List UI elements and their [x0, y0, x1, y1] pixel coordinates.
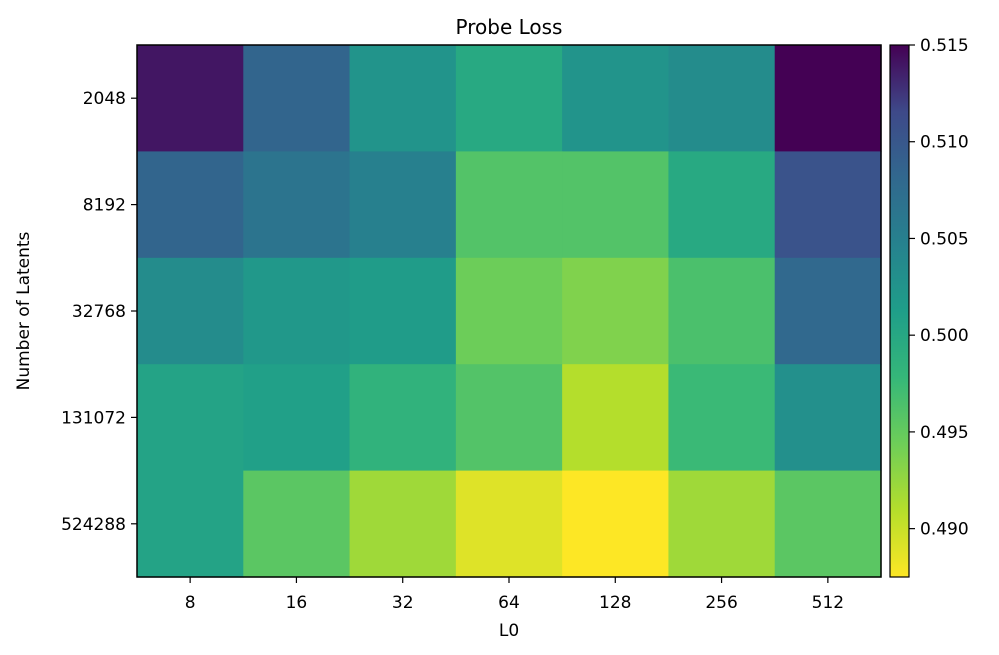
- y-tick-label: 131072: [61, 408, 126, 428]
- heatmap-cell: [349, 470, 457, 578]
- x-axis-label: L0: [499, 621, 519, 641]
- colorbar: [889, 44, 910, 578]
- heatmap-cell: [668, 257, 776, 365]
- heatmap-cell: [668, 151, 776, 259]
- heatmap-cell: [349, 151, 457, 259]
- heatmap-cell: [243, 257, 351, 365]
- heatmap-cell: [243, 364, 351, 472]
- heatmap-cell: [137, 257, 244, 365]
- heatmap-cell: [562, 45, 670, 152]
- x-axis-ticks: 8 16 32 64 128 256 512: [185, 577, 844, 613]
- heatmap-cell: [349, 257, 457, 365]
- heatmap-cell: [774, 257, 882, 365]
- y-axis-label: Number of Latents: [14, 231, 34, 390]
- heatmap-cell: [455, 470, 563, 578]
- colorbar-tick-label: 0.490: [920, 520, 969, 540]
- chart-title: Probe Loss: [456, 15, 563, 39]
- colorbar-tick-label: 0.495: [920, 423, 969, 443]
- colorbar-tick-label: 0.505: [920, 229, 969, 249]
- heatmap-cell: [137, 470, 244, 578]
- heatmap-cell: [137, 151, 244, 259]
- colorbar-tick-label: 0.510: [920, 133, 969, 153]
- colorbar-tick-label: 0.515: [920, 36, 969, 56]
- heatmap-cell: [774, 470, 882, 578]
- heatmap-cell: [774, 364, 882, 472]
- x-tick-label: 8: [185, 593, 196, 613]
- heatmap-cell: [455, 257, 563, 365]
- heatmap-cell: [455, 364, 563, 472]
- heatmap-cell: [774, 45, 882, 152]
- heatmap-cell: [349, 45, 457, 152]
- heatmap-cell: [455, 151, 563, 259]
- heatmap-cell: [137, 45, 244, 152]
- heatmap-cell: [137, 364, 244, 472]
- y-tick-label: 524288: [61, 515, 126, 535]
- heatmap-cell: [243, 151, 351, 259]
- heatmap-cell: [243, 45, 351, 152]
- heatmap-cell: [668, 364, 776, 472]
- heatmap-cell: [562, 470, 670, 578]
- x-tick-label: 128: [599, 593, 631, 613]
- heatmap-cell: [562, 257, 670, 365]
- heatmap-cell: [243, 470, 351, 578]
- colorbar-tick-label: 0.500: [920, 326, 969, 346]
- heatmap-cells: [137, 45, 882, 578]
- heatmap-cell: [349, 364, 457, 472]
- x-tick-label: 256: [705, 593, 737, 613]
- y-tick-label: 8192: [83, 196, 126, 216]
- heatmap-cell: [562, 364, 670, 472]
- heatmap-cell: [668, 45, 776, 152]
- x-tick-label: 16: [286, 593, 308, 613]
- y-tick-label: 32768: [72, 302, 126, 322]
- heatmap-cell: [668, 470, 776, 578]
- heatmap-cell: [562, 151, 670, 259]
- heatmap-cell: [774, 151, 882, 259]
- y-axis-ticks: 2048 8192 32768 131072 524288: [61, 89, 137, 535]
- y-tick-label: 2048: [83, 89, 126, 109]
- heatmap-cell: [455, 45, 563, 152]
- x-tick-label: 512: [812, 593, 844, 613]
- colorbar-ticks: 0.490 0.495 0.500 0.505 0.510 0.515: [909, 36, 969, 540]
- x-tick-label: 64: [498, 593, 520, 613]
- x-tick-label: 32: [392, 593, 414, 613]
